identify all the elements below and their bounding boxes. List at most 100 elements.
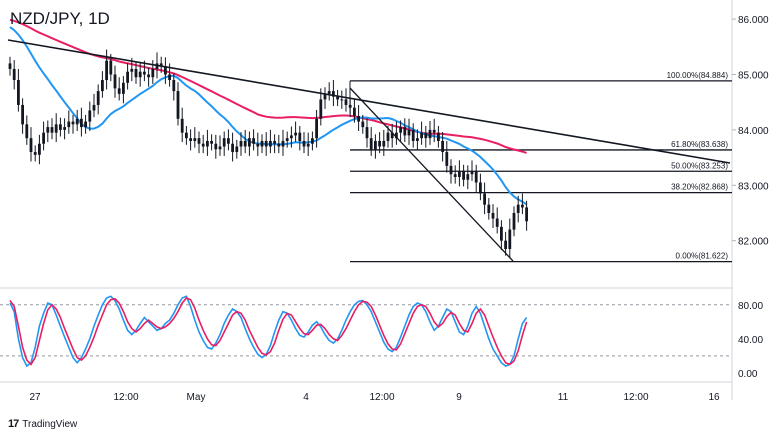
candle-body bbox=[479, 182, 482, 194]
candle-body bbox=[222, 138, 226, 147]
time-tick-label: 27 bbox=[29, 392, 41, 403]
candle-body bbox=[42, 132, 45, 144]
candle-body bbox=[84, 121, 87, 128]
candle-body bbox=[344, 99, 348, 105]
candle-body bbox=[159, 63, 163, 67]
candle-body bbox=[29, 138, 33, 153]
candle-body bbox=[525, 207, 528, 222]
candle-body bbox=[453, 174, 457, 177]
candle-body bbox=[374, 140, 377, 150]
oscillator-tick-label: 0.00 bbox=[738, 369, 758, 380]
candle-body bbox=[206, 140, 209, 147]
candle-body bbox=[332, 91, 335, 97]
candle-body bbox=[432, 129, 436, 133]
trendlines[interactable] bbox=[7, 39, 731, 262]
candle-body bbox=[302, 140, 306, 147]
candle-body bbox=[458, 171, 461, 177]
candle-body bbox=[122, 82, 125, 94]
candle-body bbox=[80, 118, 83, 128]
candle-body bbox=[54, 124, 58, 133]
candle-body bbox=[113, 74, 117, 89]
candle-body bbox=[500, 226, 503, 241]
candle-body bbox=[248, 138, 251, 147]
candle-body bbox=[521, 204, 524, 208]
candle-body bbox=[96, 91, 100, 105]
candle-body bbox=[382, 140, 386, 147]
candle-body bbox=[474, 171, 478, 183]
candle-body bbox=[437, 132, 440, 141]
candle-body bbox=[294, 132, 297, 136]
fibonacci-retracement[interactable]: 100.00%(84.884) 61.80%(83.638) 50.00%(83.2… bbox=[349, 71, 732, 263]
candle-body bbox=[75, 118, 79, 125]
candle-body bbox=[50, 127, 54, 133]
candle-body bbox=[38, 143, 41, 155]
price-tick-label: 84.000 bbox=[738, 126, 769, 137]
candle-body bbox=[378, 140, 381, 147]
candle-body bbox=[311, 138, 314, 144]
fib-level-label: 38.20%(82.868) bbox=[671, 183, 728, 192]
candle-body bbox=[353, 107, 356, 117]
stochastic-panel bbox=[0, 295, 732, 368]
candle-body bbox=[470, 171, 474, 175]
candle-body bbox=[361, 121, 365, 128]
stochastic-k-line bbox=[9, 295, 528, 368]
candle-body bbox=[512, 212, 516, 230]
candle-body bbox=[12, 68, 16, 81]
candle-body bbox=[395, 132, 398, 139]
candle-body bbox=[164, 66, 167, 75]
candle-body bbox=[420, 132, 423, 139]
candle-body bbox=[273, 140, 276, 144]
candle-body bbox=[172, 80, 176, 92]
candle-body bbox=[407, 129, 411, 136]
candle-body bbox=[67, 121, 71, 128]
candle-body bbox=[235, 146, 239, 153]
candle-body bbox=[109, 60, 113, 75]
candle-body bbox=[239, 140, 243, 147]
candle-body bbox=[33, 152, 37, 155]
candle-body bbox=[143, 71, 146, 75]
candle-body bbox=[197, 138, 201, 144]
candle-body bbox=[357, 116, 360, 122]
stochastic-d-line bbox=[9, 297, 528, 366]
tradingview-watermark: 17 TradingView bbox=[8, 418, 77, 430]
candle-body bbox=[290, 135, 293, 139]
price-tick-label: 86.000 bbox=[738, 15, 769, 26]
candle-body bbox=[88, 110, 92, 122]
time-tick-label: 12:00 bbox=[113, 392, 138, 403]
time-tick-label: 12:00 bbox=[623, 392, 648, 403]
candle-body bbox=[428, 129, 432, 139]
candle-body bbox=[59, 124, 62, 130]
candle-body bbox=[508, 229, 512, 249]
candle-body bbox=[424, 132, 428, 139]
candlestick-series bbox=[8, 49, 528, 259]
candle-body bbox=[63, 127, 66, 130]
candle-body bbox=[327, 91, 331, 94]
candle-body bbox=[101, 80, 104, 92]
candle-body bbox=[298, 132, 302, 141]
descending-trendline bbox=[7, 39, 731, 164]
candle-body bbox=[243, 140, 247, 147]
time-tick-label: 11 bbox=[558, 392, 569, 403]
time-tick-label: 16 bbox=[708, 392, 720, 403]
grid-lines bbox=[0, 0, 733, 400]
candle-body bbox=[227, 138, 230, 144]
candle-body bbox=[71, 121, 75, 125]
candle-body bbox=[25, 124, 29, 139]
candle-body bbox=[185, 132, 188, 139]
candle-body bbox=[189, 138, 192, 141]
candle-body bbox=[176, 91, 180, 119]
candle-body bbox=[92, 104, 96, 111]
candle-body bbox=[386, 132, 390, 141]
candle-body bbox=[231, 143, 234, 153]
candle-body bbox=[269, 140, 272, 147]
candle-body bbox=[491, 212, 495, 219]
candle-body bbox=[369, 138, 373, 150]
candle-body bbox=[193, 138, 197, 141]
candle-body bbox=[416, 138, 419, 141]
candle-body bbox=[264, 140, 268, 147]
candle-body bbox=[17, 80, 20, 105]
price-tick-label: 83.000 bbox=[738, 181, 769, 192]
axes: 86.00085.00084.00083.00082.00080.0040.00… bbox=[29, 15, 769, 403]
candle-body bbox=[260, 140, 264, 147]
